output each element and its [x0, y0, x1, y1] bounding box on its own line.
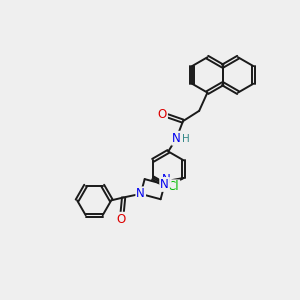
Text: H: H [182, 134, 190, 144]
Text: Cl: Cl [168, 180, 179, 193]
Text: O: O [158, 108, 167, 121]
Text: N: N [172, 132, 181, 145]
Text: N: N [160, 178, 169, 191]
Text: N: N [162, 172, 171, 186]
Text: O: O [116, 213, 126, 226]
Text: N: N [136, 188, 145, 200]
